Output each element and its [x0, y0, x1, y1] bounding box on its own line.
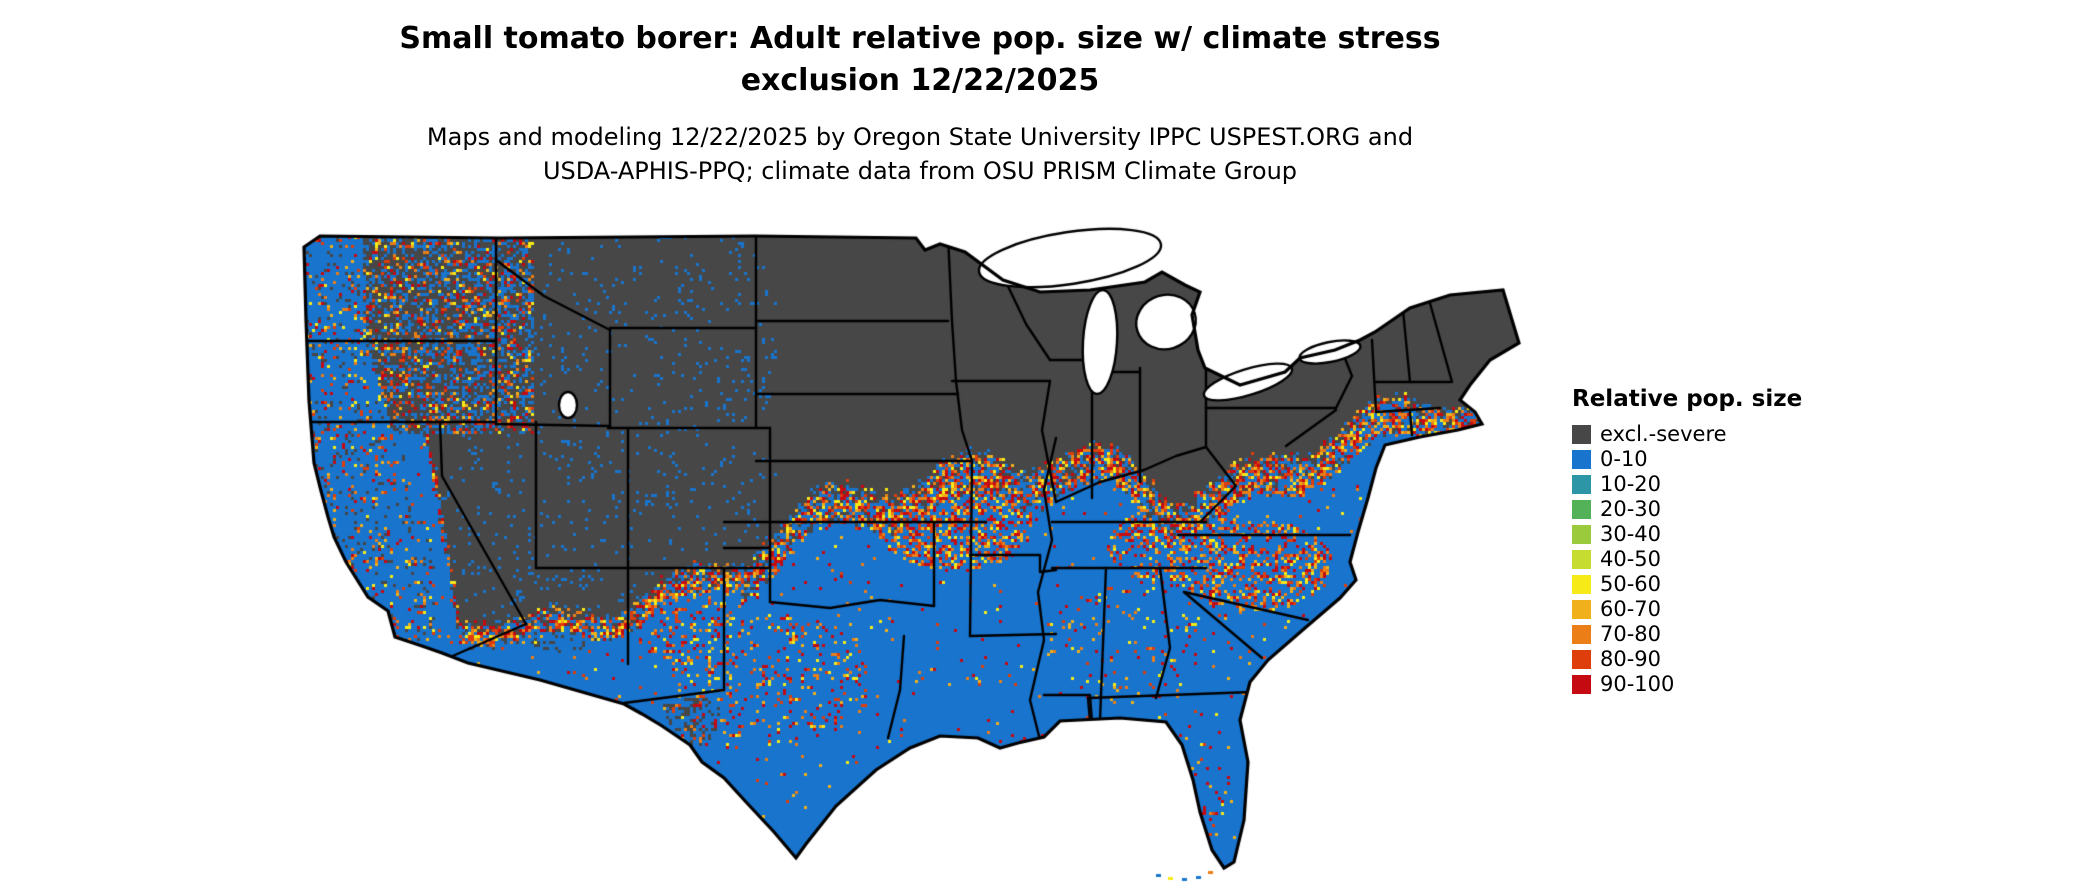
legend-label: excl.-severe — [1600, 422, 1727, 446]
legend-item: 50-60 — [1572, 572, 1842, 597]
legend-item: 20-30 — [1572, 497, 1842, 522]
us-raster-map — [300, 200, 1525, 885]
legend-swatch — [1572, 525, 1591, 544]
legend-label: 60-70 — [1600, 597, 1662, 621]
legend-label: 80-90 — [1600, 647, 1662, 671]
legend-swatch — [1572, 425, 1591, 444]
legend: Relative pop. size excl.-severe 0-10 10-20… — [1572, 386, 1842, 697]
legend-title: Relative pop. size — [1572, 386, 1803, 412]
legend-label: 20-30 — [1600, 497, 1662, 521]
us-map — [300, 200, 1530, 890]
legend-label: 0-10 — [1600, 447, 1648, 471]
legend-item: 60-70 — [1572, 597, 1842, 622]
legend-swatch — [1572, 475, 1591, 494]
map-title: Small tomato borer: Adult relative pop. … — [120, 18, 1720, 102]
legend-swatch — [1572, 450, 1591, 469]
map-subtitle-line1: Maps and modeling 12/22/2025 by Oregon S… — [426, 123, 1414, 151]
legend-item: excl.-severe — [1572, 422, 1842, 447]
legend-label: 30-40 — [1600, 522, 1662, 546]
legend-item: 80-90 — [1572, 647, 1842, 672]
legend-swatch — [1572, 625, 1591, 644]
legend-swatch — [1572, 600, 1591, 619]
legend-label: 90-100 — [1600, 672, 1675, 696]
map-subtitle: Maps and modeling 12/22/2025 by Oregon S… — [120, 120, 1720, 188]
legend-label: 70-80 — [1600, 622, 1662, 646]
legend-swatch — [1572, 550, 1591, 569]
legend-swatch — [1572, 675, 1591, 694]
legend-item: 90-100 — [1572, 672, 1842, 697]
legend-item: 0-10 — [1572, 447, 1842, 472]
map-subtitle-line2: USDA-APHIS-PPQ; climate data from OSU PR… — [542, 157, 1298, 185]
figure-header: Small tomato borer: Adult relative pop. … — [120, 18, 1720, 188]
legend-item: 10-20 — [1572, 472, 1842, 497]
legend-item: 70-80 — [1572, 622, 1842, 647]
legend-swatch — [1572, 500, 1591, 519]
legend-items: excl.-severe 0-10 10-20 20-30 30-40 40-50 50-6… — [1572, 422, 1842, 697]
legend-swatch — [1572, 650, 1591, 669]
legend-swatch — [1572, 575, 1591, 594]
legend-label: 40-50 — [1600, 547, 1662, 571]
legend-item: 30-40 — [1572, 522, 1842, 547]
map-title-line2: exclusion 12/22/2025 — [740, 63, 1100, 98]
legend-label: 10-20 — [1600, 472, 1662, 496]
map-title-line1: Small tomato borer: Adult relative pop. … — [399, 21, 1441, 56]
legend-label: 50-60 — [1600, 572, 1662, 596]
legend-item: 40-50 — [1572, 547, 1842, 572]
